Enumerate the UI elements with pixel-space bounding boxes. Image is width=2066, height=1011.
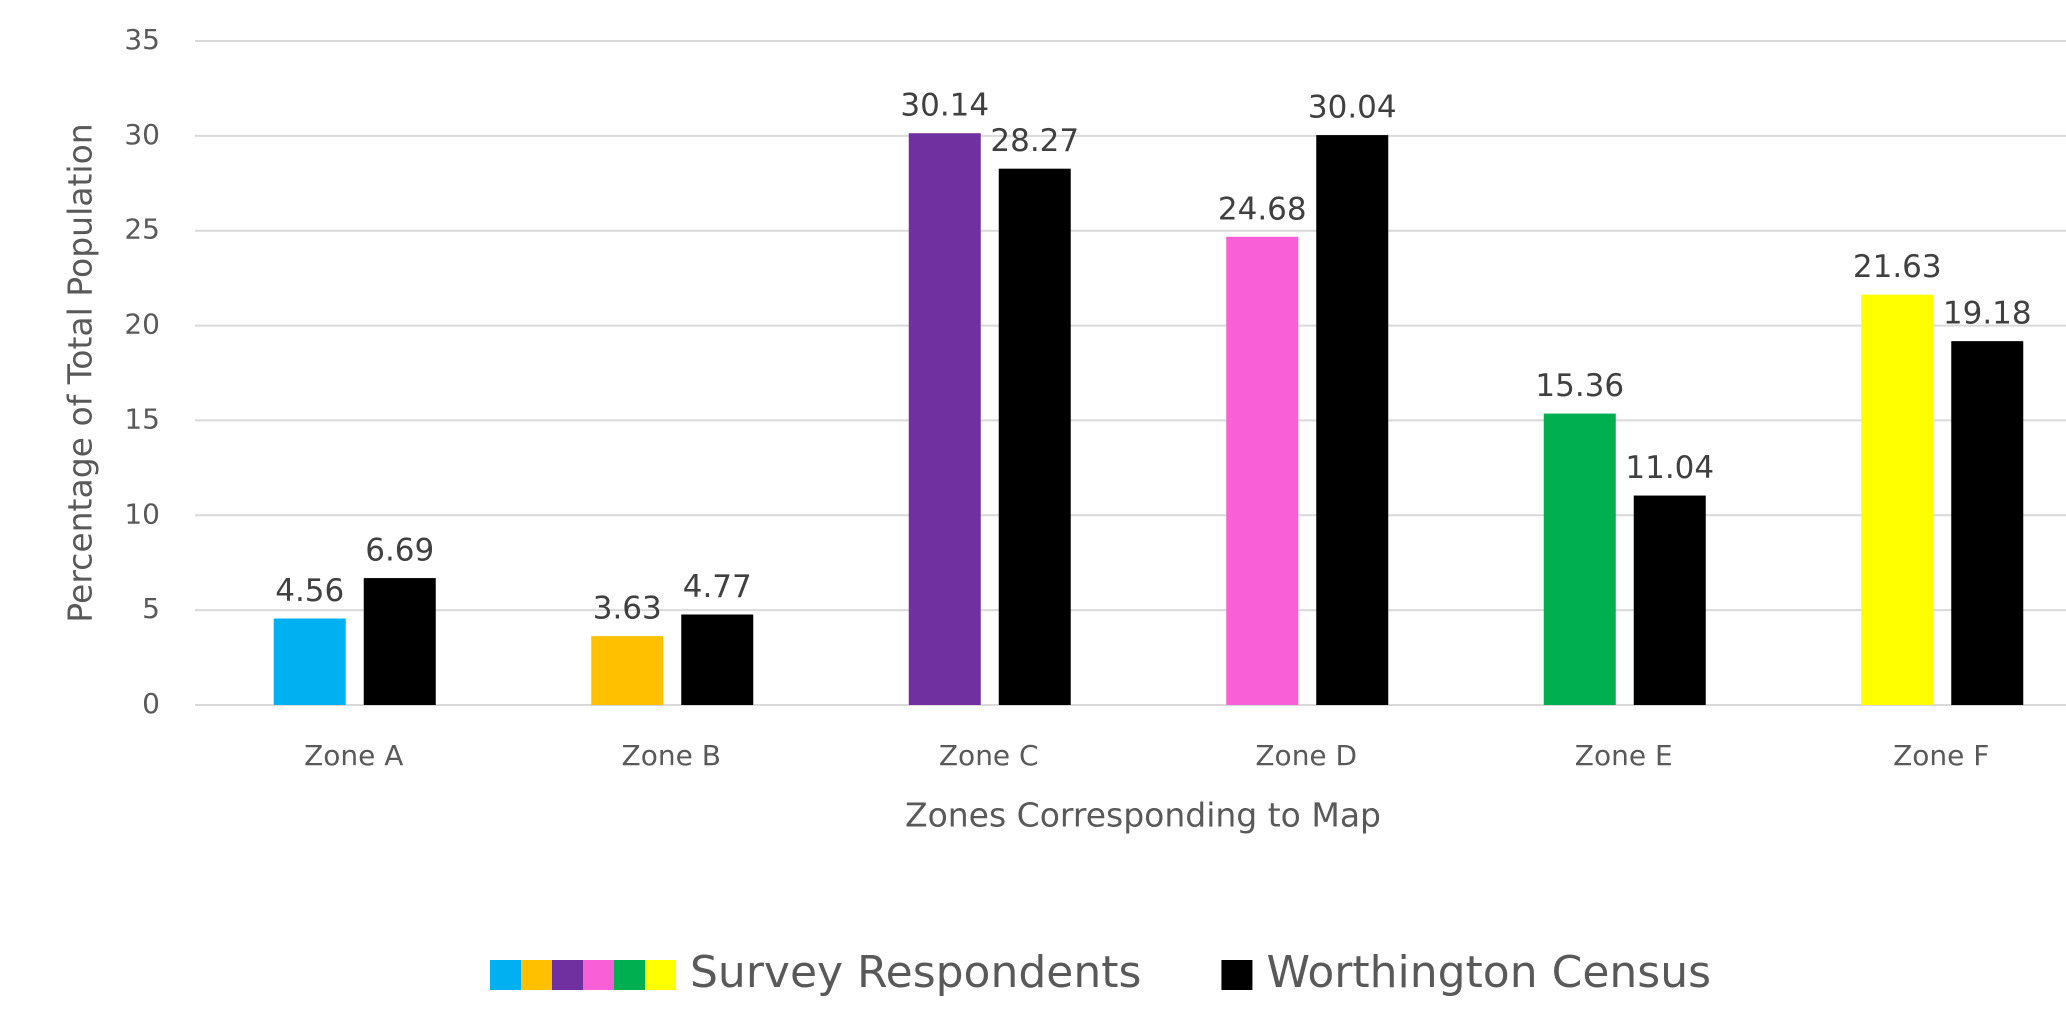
y-tick-label: 5 xyxy=(142,592,160,625)
legend-swatch xyxy=(552,960,583,990)
legend-swatch xyxy=(645,960,676,990)
x-tick-label: Zone F xyxy=(1893,739,1989,772)
y-tick-label: 0 xyxy=(142,687,160,720)
y-tick-label: 20 xyxy=(124,308,160,341)
bar xyxy=(273,618,346,705)
data-label: 3.63 xyxy=(593,591,662,627)
y-tick-label: 35 xyxy=(124,23,160,56)
bar xyxy=(1316,135,1389,706)
bar xyxy=(998,168,1071,705)
x-tick-label: Zone D xyxy=(1255,739,1357,772)
bar xyxy=(1861,294,1934,705)
data-label: 24.68 xyxy=(1218,191,1307,227)
bar xyxy=(1951,341,2024,705)
x-tick-label: Zone A xyxy=(304,739,403,772)
bar xyxy=(363,578,436,705)
bar xyxy=(1543,413,1616,705)
data-label: 4.56 xyxy=(275,573,344,609)
bar xyxy=(681,614,754,705)
legend-swatch xyxy=(583,960,614,990)
legend-swatch xyxy=(1221,960,1253,990)
data-label: 4.77 xyxy=(683,569,752,605)
bar xyxy=(1633,495,1706,705)
x-tick-label: Zone C xyxy=(939,739,1039,772)
y-tick-label: 15 xyxy=(124,402,160,435)
x-axis-title: Zones Corresponding to Map xyxy=(905,796,1381,835)
data-label: 30.14 xyxy=(900,88,989,124)
data-label: 30.04 xyxy=(1308,90,1397,126)
data-label: 28.27 xyxy=(990,123,1079,159)
y-axis-title: Percentage of Total Population xyxy=(61,123,100,622)
legend-swatch xyxy=(521,960,552,990)
legend-label: Worthington Census xyxy=(1266,947,1711,998)
y-tick-label: 25 xyxy=(124,213,160,246)
data-label: 21.63 xyxy=(1853,249,1942,285)
y-tick-label: 10 xyxy=(124,497,160,530)
data-label: 19.18 xyxy=(1943,296,2032,332)
x-tick-label: Zone B xyxy=(622,739,721,772)
data-label: 11.04 xyxy=(1625,450,1714,486)
y-tick-label: 30 xyxy=(124,118,160,151)
legend-swatch xyxy=(614,960,645,990)
bar xyxy=(591,636,664,705)
x-tick-label: Zone E xyxy=(1575,739,1673,772)
legend-swatch xyxy=(490,960,521,990)
data-label: 15.36 xyxy=(1535,368,1624,404)
legend-label: Survey Respondents xyxy=(690,947,1141,998)
bar xyxy=(908,133,981,705)
bar xyxy=(1226,236,1299,705)
data-label: 6.69 xyxy=(365,533,434,569)
